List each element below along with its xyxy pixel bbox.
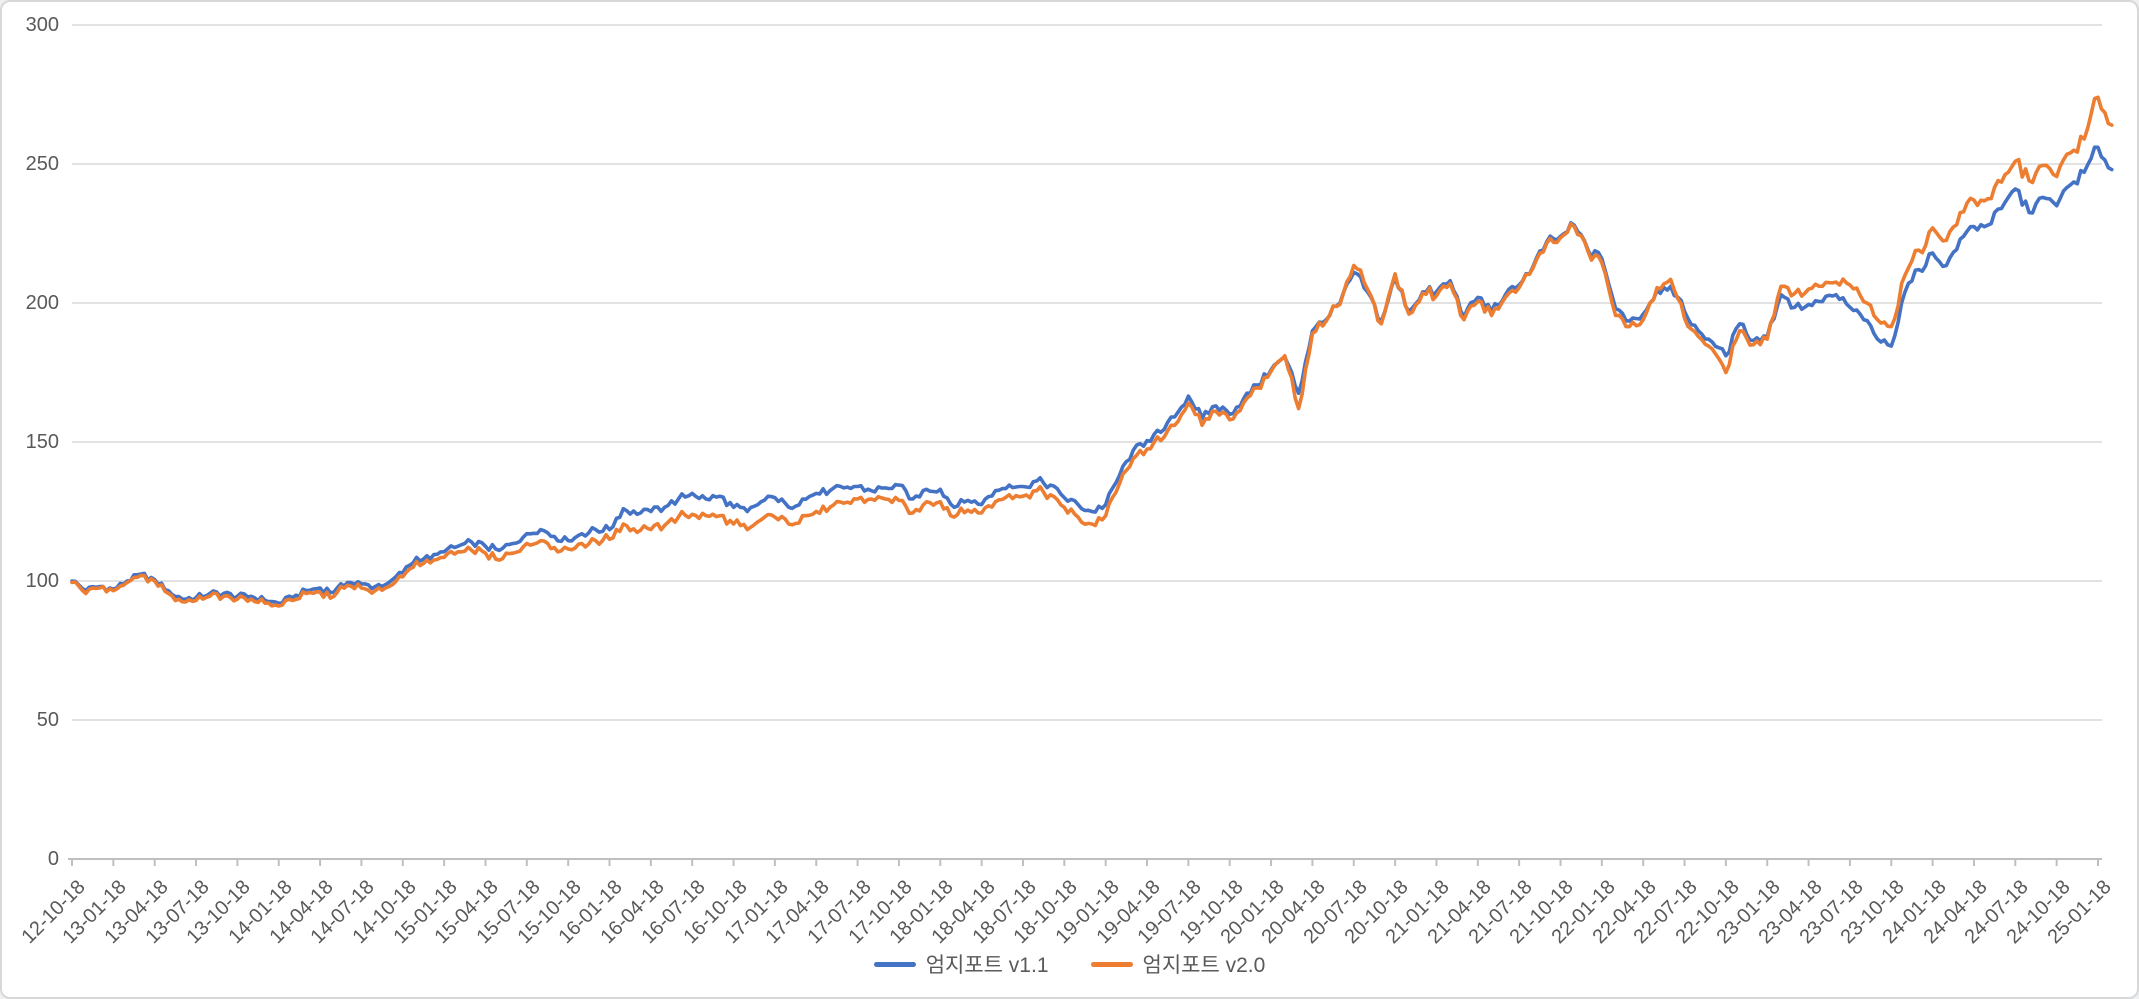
y-axis-label-100: 100 [25, 570, 59, 592]
legend-label-v2-0: 엄지포트 v2.0 [1142, 954, 1266, 977]
legend-item-v1-1: 엄지포트 v1.1 [873, 949, 1049, 979]
series-line-v1-1 [70, 145, 2114, 605]
y-axis-label-200: 200 [25, 292, 59, 314]
legend-swatch-v1-1 [873, 961, 916, 967]
legend-label-v1-1: 엄지포트 v1.1 [925, 954, 1049, 977]
y-axis-label-300: 300 [25, 14, 59, 36]
y-axis-label-250: 250 [25, 153, 59, 175]
legend-swatch-v2-0 [1090, 961, 1133, 967]
y-axis-label-0: 0 [47, 848, 59, 870]
series-line-v2-0 [70, 95, 2114, 608]
y-axis-label-50: 50 [36, 709, 59, 731]
y-axis-label-150: 150 [25, 431, 59, 453]
legend: 엄지포트 v1.1 엄지포트 v2.0 [2, 949, 2137, 979]
legend-item-v2-0: 엄지포트 v2.0 [1090, 949, 1266, 979]
